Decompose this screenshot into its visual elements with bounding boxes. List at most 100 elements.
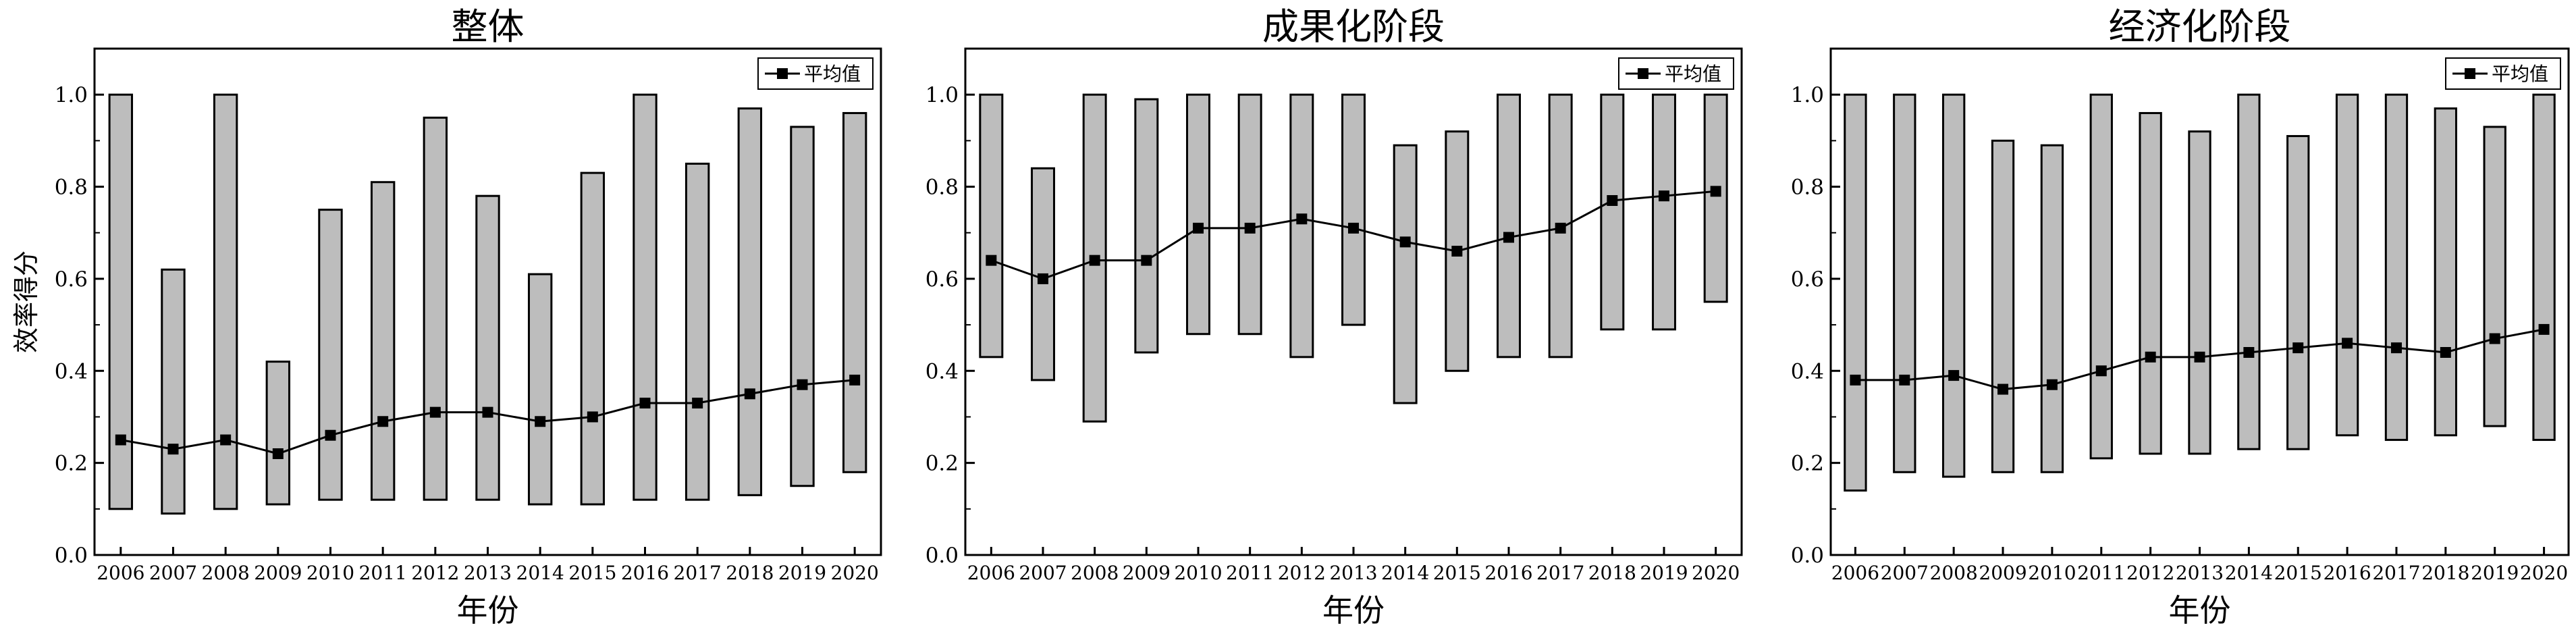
x-tick-label: 2009 <box>1123 562 1171 584</box>
mean-point <box>2440 347 2451 358</box>
x-tick-label: 2020 <box>2520 562 2568 584</box>
y-tick-label: 0.4 <box>925 359 959 383</box>
mean-point <box>272 448 284 459</box>
x-tick-label: 2017 <box>2372 562 2420 584</box>
legend-box <box>2445 57 2561 90</box>
x-tick-label: 2013 <box>1329 562 1377 584</box>
range-bar <box>2335 93 2359 437</box>
x-tick-label: 2016 <box>1484 562 1532 584</box>
mean-point <box>1503 232 1514 243</box>
range-bar <box>2532 93 2556 442</box>
mean-point <box>587 411 598 423</box>
range-bar <box>1844 93 1867 492</box>
x-tick-label: 2015 <box>2274 562 2322 584</box>
mean-point <box>115 434 126 446</box>
x-tick-label: 2019 <box>1640 562 1688 584</box>
x-tick-label: 2007 <box>1881 562 1929 584</box>
mean-point <box>2095 365 2107 377</box>
y-tick-label: 1.0 <box>925 83 959 107</box>
x-tick-label: 2016 <box>2323 562 2371 584</box>
chart-title: 整体 <box>452 5 525 48</box>
mean-point <box>639 398 651 408</box>
x-tick-label: 2012 <box>411 562 459 584</box>
y-tick-label: 0.4 <box>1791 359 1824 383</box>
range-bar <box>2040 144 2064 473</box>
mean-point <box>1997 383 2009 395</box>
x-tick-label: 2008 <box>202 562 250 584</box>
x-tick-label: 2015 <box>568 562 616 584</box>
mean-point <box>986 255 997 266</box>
y-tick-label: 0.6 <box>55 267 88 292</box>
legend: 平均值 <box>2445 57 2561 90</box>
range-bar <box>1134 98 1159 354</box>
mean-point <box>1348 222 1359 234</box>
x-axis-label: 年份 <box>457 592 519 629</box>
mean-point <box>1948 370 1960 381</box>
mean-point <box>797 379 808 390</box>
mean-point <box>377 416 389 427</box>
y-tick-label: 0.0 <box>925 544 959 568</box>
x-tick-label: 2018 <box>2421 562 2469 584</box>
y-tick-label: 0.8 <box>925 176 959 200</box>
y-tick-label: 0.0 <box>1791 544 1824 568</box>
x-tick-label: 2019 <box>2471 562 2519 584</box>
mean-point <box>2243 347 2255 358</box>
range-bar <box>1600 93 1625 331</box>
y-tick-label: 0.4 <box>55 359 88 383</box>
mean-point <box>429 406 441 418</box>
mean-point <box>167 444 179 455</box>
range-bar <box>2139 111 2162 455</box>
range-bar <box>1652 93 1676 331</box>
x-tick-label: 2007 <box>1019 562 1067 584</box>
mean-point <box>692 398 703 408</box>
x-tick-label: 2012 <box>2126 562 2174 584</box>
y-axis-label: 效率得分 <box>11 250 41 353</box>
mean-point <box>1659 190 1669 202</box>
range-bar <box>1893 93 1916 473</box>
range-bar <box>1497 93 1521 359</box>
mean-point <box>1089 255 1100 266</box>
x-tick-label: 2010 <box>1174 562 1222 584</box>
x-tick-label: 2014 <box>516 562 564 584</box>
range-bar <box>2286 135 2310 450</box>
range-bar <box>685 162 710 501</box>
mean-point <box>2292 342 2304 354</box>
range-bar <box>2384 93 2409 442</box>
range-bar <box>842 111 867 473</box>
range-bar <box>2089 93 2113 460</box>
mean-point <box>849 374 861 386</box>
range-bar <box>1341 93 1366 326</box>
mean-point <box>2390 342 2402 354</box>
x-tick-label: 2014 <box>1381 562 1429 584</box>
y-tick-label: 0.6 <box>1791 267 1824 292</box>
y-tick-label: 0.2 <box>925 452 959 476</box>
y-tick-label: 0.2 <box>1791 452 1824 476</box>
x-tick-label: 2013 <box>464 562 512 584</box>
x-tick-label: 2010 <box>2028 562 2076 584</box>
mean-point <box>220 434 232 446</box>
x-tick-label: 2020 <box>1692 562 1740 584</box>
chart-title: 经济化阶段 <box>2109 5 2291 48</box>
mean-point <box>482 406 493 418</box>
x-tick-label: 2010 <box>306 562 354 584</box>
range-bar <box>737 107 763 496</box>
range-bar <box>2237 93 2261 450</box>
x-tick-label: 2009 <box>1979 562 2027 584</box>
mean-point <box>535 416 546 427</box>
range-bar <box>790 126 815 487</box>
mean-point <box>1193 222 1204 234</box>
legend-marker <box>2465 68 2475 79</box>
x-tick-label: 2014 <box>2225 562 2273 584</box>
chart-title: 成果化阶段 <box>1262 5 1445 48</box>
y-tick-label: 1.0 <box>1791 83 1824 107</box>
range-bar <box>2483 126 2506 427</box>
x-tick-label: 2009 <box>254 562 302 584</box>
mean-point <box>1296 213 1308 225</box>
mean-point <box>1607 195 1618 206</box>
x-axis-label: 年份 <box>2169 592 2231 629</box>
mean-point <box>1850 374 1861 386</box>
range-bar <box>318 209 343 501</box>
